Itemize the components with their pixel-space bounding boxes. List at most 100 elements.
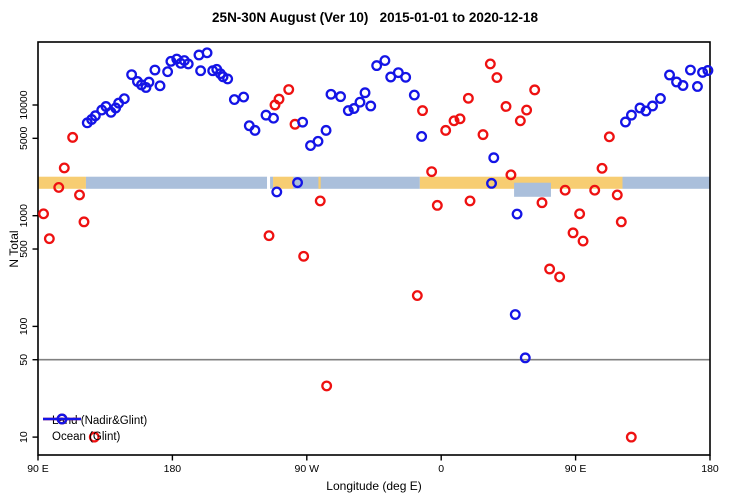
data-point-ocean bbox=[89, 110, 101, 122]
data-point-ocean bbox=[165, 55, 177, 67]
data-point-land bbox=[43, 233, 55, 245]
data-point-ocean bbox=[519, 352, 531, 364]
data-point-ocean bbox=[684, 64, 696, 76]
data-point-ocean bbox=[702, 65, 714, 76]
data-point-land bbox=[88, 431, 100, 443]
data-point-ocean bbox=[335, 91, 346, 103]
data-point-land bbox=[529, 84, 541, 96]
data-point-ocean bbox=[312, 135, 324, 147]
data-point-ocean bbox=[371, 60, 383, 72]
data-point-ocean bbox=[354, 96, 366, 108]
legend: Land (Nadir&Glint) Ocean (Glint) bbox=[42, 413, 147, 445]
data-point-ocean bbox=[154, 80, 166, 92]
data-point-ocean bbox=[182, 58, 194, 70]
data-point-land bbox=[577, 235, 589, 247]
data-point-ocean bbox=[140, 82, 152, 93]
data-point-land bbox=[53, 181, 65, 193]
data-point-land bbox=[484, 58, 496, 70]
surface-band-gap bbox=[267, 176, 271, 189]
data-point-ocean bbox=[297, 116, 309, 128]
data-point-ocean bbox=[697, 66, 708, 78]
data-point-ocean bbox=[620, 116, 631, 128]
data-point-land bbox=[505, 169, 517, 181]
data-point-land bbox=[273, 93, 285, 105]
x-tick-label: 90 E bbox=[27, 463, 49, 475]
data-point-land bbox=[314, 195, 326, 207]
y-tick-label: 50 bbox=[18, 354, 30, 366]
x-tick-label: 90 E bbox=[565, 463, 587, 475]
data-point-land bbox=[536, 197, 548, 209]
legend-label-ocean: Ocean (Glint) bbox=[52, 431, 121, 443]
data-point-land bbox=[544, 263, 556, 275]
x-tick-label: 180 bbox=[164, 463, 182, 475]
data-point-land bbox=[74, 189, 85, 201]
ocean-series-symbol-icon bbox=[43, 413, 81, 425]
data-point-land bbox=[431, 199, 443, 211]
data-point-ocean bbox=[408, 89, 420, 101]
data-point-ocean bbox=[228, 94, 240, 106]
data-point-ocean bbox=[162, 66, 174, 78]
data-point-land bbox=[514, 115, 526, 127]
data-point-ocean bbox=[626, 109, 637, 121]
data-point-ocean bbox=[118, 93, 130, 105]
surface-band-land-sliver bbox=[318, 176, 321, 189]
data-point-land bbox=[411, 290, 423, 301]
data-point-ocean bbox=[249, 124, 261, 136]
data-point-ocean bbox=[511, 208, 523, 220]
surface-band-ocean bbox=[85, 176, 268, 189]
data-point-land bbox=[554, 271, 566, 283]
data-point-ocean bbox=[365, 100, 377, 112]
data-point-ocean bbox=[292, 177, 303, 189]
data-point-land bbox=[559, 184, 571, 196]
data-point-ocean bbox=[664, 69, 675, 81]
data-point-land bbox=[417, 105, 428, 117]
legend-item-ocean: Ocean (Glint) bbox=[42, 413, 147, 445]
data-point-ocean bbox=[348, 103, 360, 114]
surface-band-ocean-dip bbox=[514, 182, 551, 197]
data-point-land bbox=[67, 131, 79, 143]
data-point-land bbox=[321, 380, 333, 392]
data-point-land bbox=[615, 216, 627, 228]
data-point-ocean bbox=[392, 67, 404, 79]
data-point-ocean bbox=[320, 124, 332, 136]
data-point-ocean bbox=[385, 71, 397, 83]
y-tick-label: 500 bbox=[18, 240, 30, 258]
data-point-ocean bbox=[149, 64, 161, 76]
data-point-land bbox=[596, 162, 608, 174]
data-point-land bbox=[464, 195, 476, 207]
x-axis-title: Longitude (deg E) bbox=[326, 479, 422, 493]
data-point-ocean bbox=[268, 112, 279, 124]
data-point-ocean bbox=[400, 71, 412, 83]
data-point-land bbox=[426, 166, 438, 178]
y-axis-title: N Total bbox=[7, 230, 21, 268]
data-point-land bbox=[500, 101, 512, 112]
data-point-ocean bbox=[201, 47, 213, 59]
data-point-ocean bbox=[640, 105, 652, 117]
data-point-ocean bbox=[647, 100, 658, 112]
data-point-ocean bbox=[654, 93, 666, 104]
data-point-land bbox=[574, 208, 586, 220]
data-point-land bbox=[298, 250, 310, 262]
page-title: 25N-30N August (Ver 10) 2015-01-01 to 20… bbox=[212, 10, 538, 25]
data-point-ocean bbox=[143, 76, 155, 88]
data-point-ocean bbox=[692, 81, 703, 92]
data-point-ocean bbox=[342, 105, 354, 117]
y-tick-label: 100 bbox=[18, 317, 30, 335]
data-point-ocean bbox=[677, 80, 689, 91]
data-point-land bbox=[440, 124, 452, 136]
y-tick-label: 10000 bbox=[18, 90, 30, 119]
y-tick-label: 5000 bbox=[18, 126, 30, 150]
data-point-land bbox=[603, 131, 615, 143]
data-point-land bbox=[263, 230, 275, 242]
data-point-land bbox=[477, 129, 489, 141]
data-point-ocean bbox=[379, 55, 391, 67]
data-point-ocean bbox=[488, 152, 500, 164]
data-point-land bbox=[567, 227, 579, 239]
surface-band-land bbox=[273, 176, 294, 189]
data-point-ocean bbox=[238, 91, 250, 103]
data-point-ocean bbox=[359, 87, 371, 99]
data-point-ocean bbox=[195, 65, 207, 77]
data-point-land bbox=[448, 115, 460, 127]
